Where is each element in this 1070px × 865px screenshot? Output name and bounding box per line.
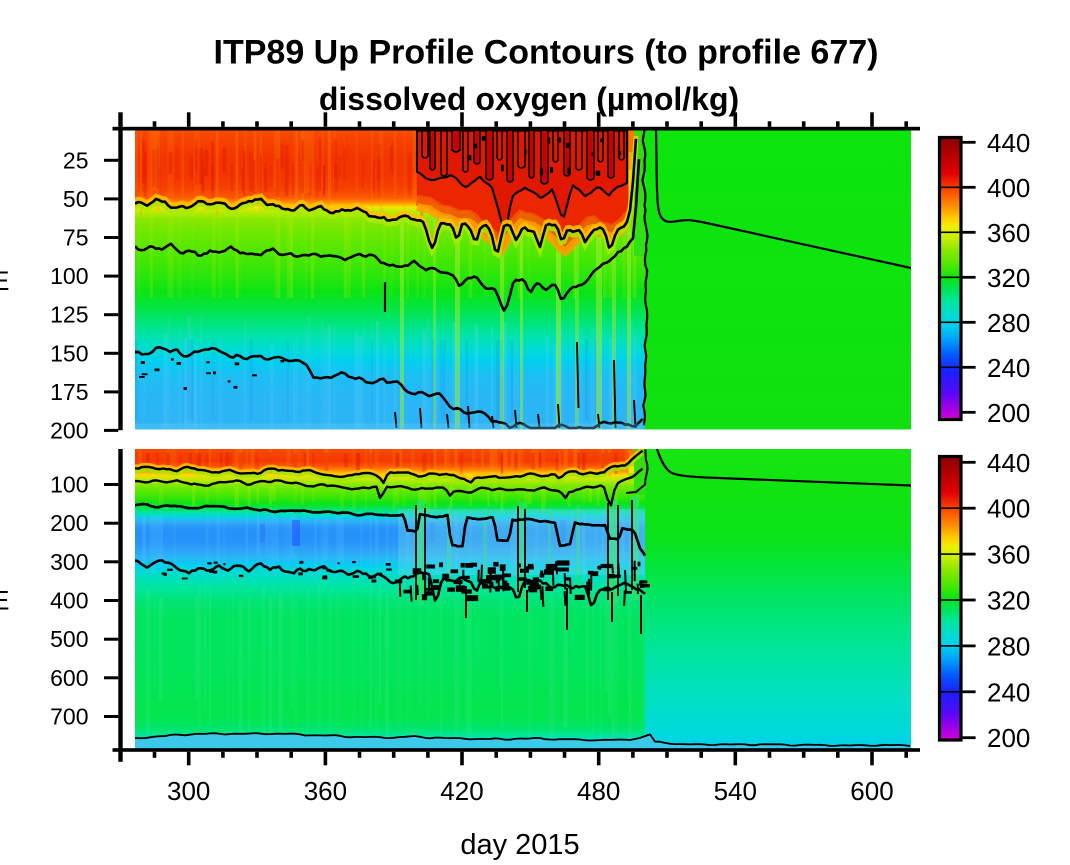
svg-text:280: 280 [987,308,1030,338]
svg-text:400: 400 [50,588,88,614]
svg-text:25: 25 [63,147,89,173]
svg-text:200: 200 [987,723,1030,753]
svg-text:600: 600 [50,665,88,691]
svg-text:420: 420 [440,776,483,806]
svg-text:320: 320 [987,586,1030,616]
svg-text:280: 280 [987,631,1030,661]
svg-text:200: 200 [987,398,1030,428]
svg-text:360: 360 [987,218,1030,248]
svg-text:125: 125 [50,302,88,328]
svg-text:dissolved oxygen (µmol/kg): dissolved oxygen (µmol/kg) [319,81,739,117]
svg-text:240: 240 [987,677,1030,707]
svg-text:540: 540 [714,776,757,806]
svg-text:75: 75 [63,225,89,251]
svg-text:150: 150 [50,340,88,366]
svg-text:PRESSURE: PRESSURE [0,266,10,296]
svg-text:50: 50 [63,186,89,212]
svg-text:360: 360 [304,776,347,806]
svg-text:700: 700 [50,704,88,730]
svg-text:440: 440 [987,448,1030,478]
svg-text:500: 500 [50,626,88,652]
svg-text:100: 100 [50,263,88,289]
svg-text:320: 320 [987,263,1030,293]
svg-text:300: 300 [167,776,210,806]
svg-text:300: 300 [50,549,88,575]
svg-text:100: 100 [50,472,88,498]
svg-text:175: 175 [50,379,88,405]
svg-text:360: 360 [987,540,1030,570]
svg-text:600: 600 [850,776,893,806]
svg-text:ITP89 Up Profile Contours (to: ITP89 Up Profile Contours (to profile 67… [214,34,879,72]
svg-text:480: 480 [577,776,620,806]
svg-text:day 2015: day 2015 [460,829,579,860]
svg-text:PRESSURE: PRESSURE [0,586,10,616]
svg-text:200: 200 [50,417,88,443]
svg-text:440: 440 [987,128,1030,158]
svg-text:240: 240 [987,353,1030,383]
svg-text:400: 400 [987,173,1030,203]
svg-text:200: 200 [50,510,88,536]
svg-text:400: 400 [987,494,1030,524]
